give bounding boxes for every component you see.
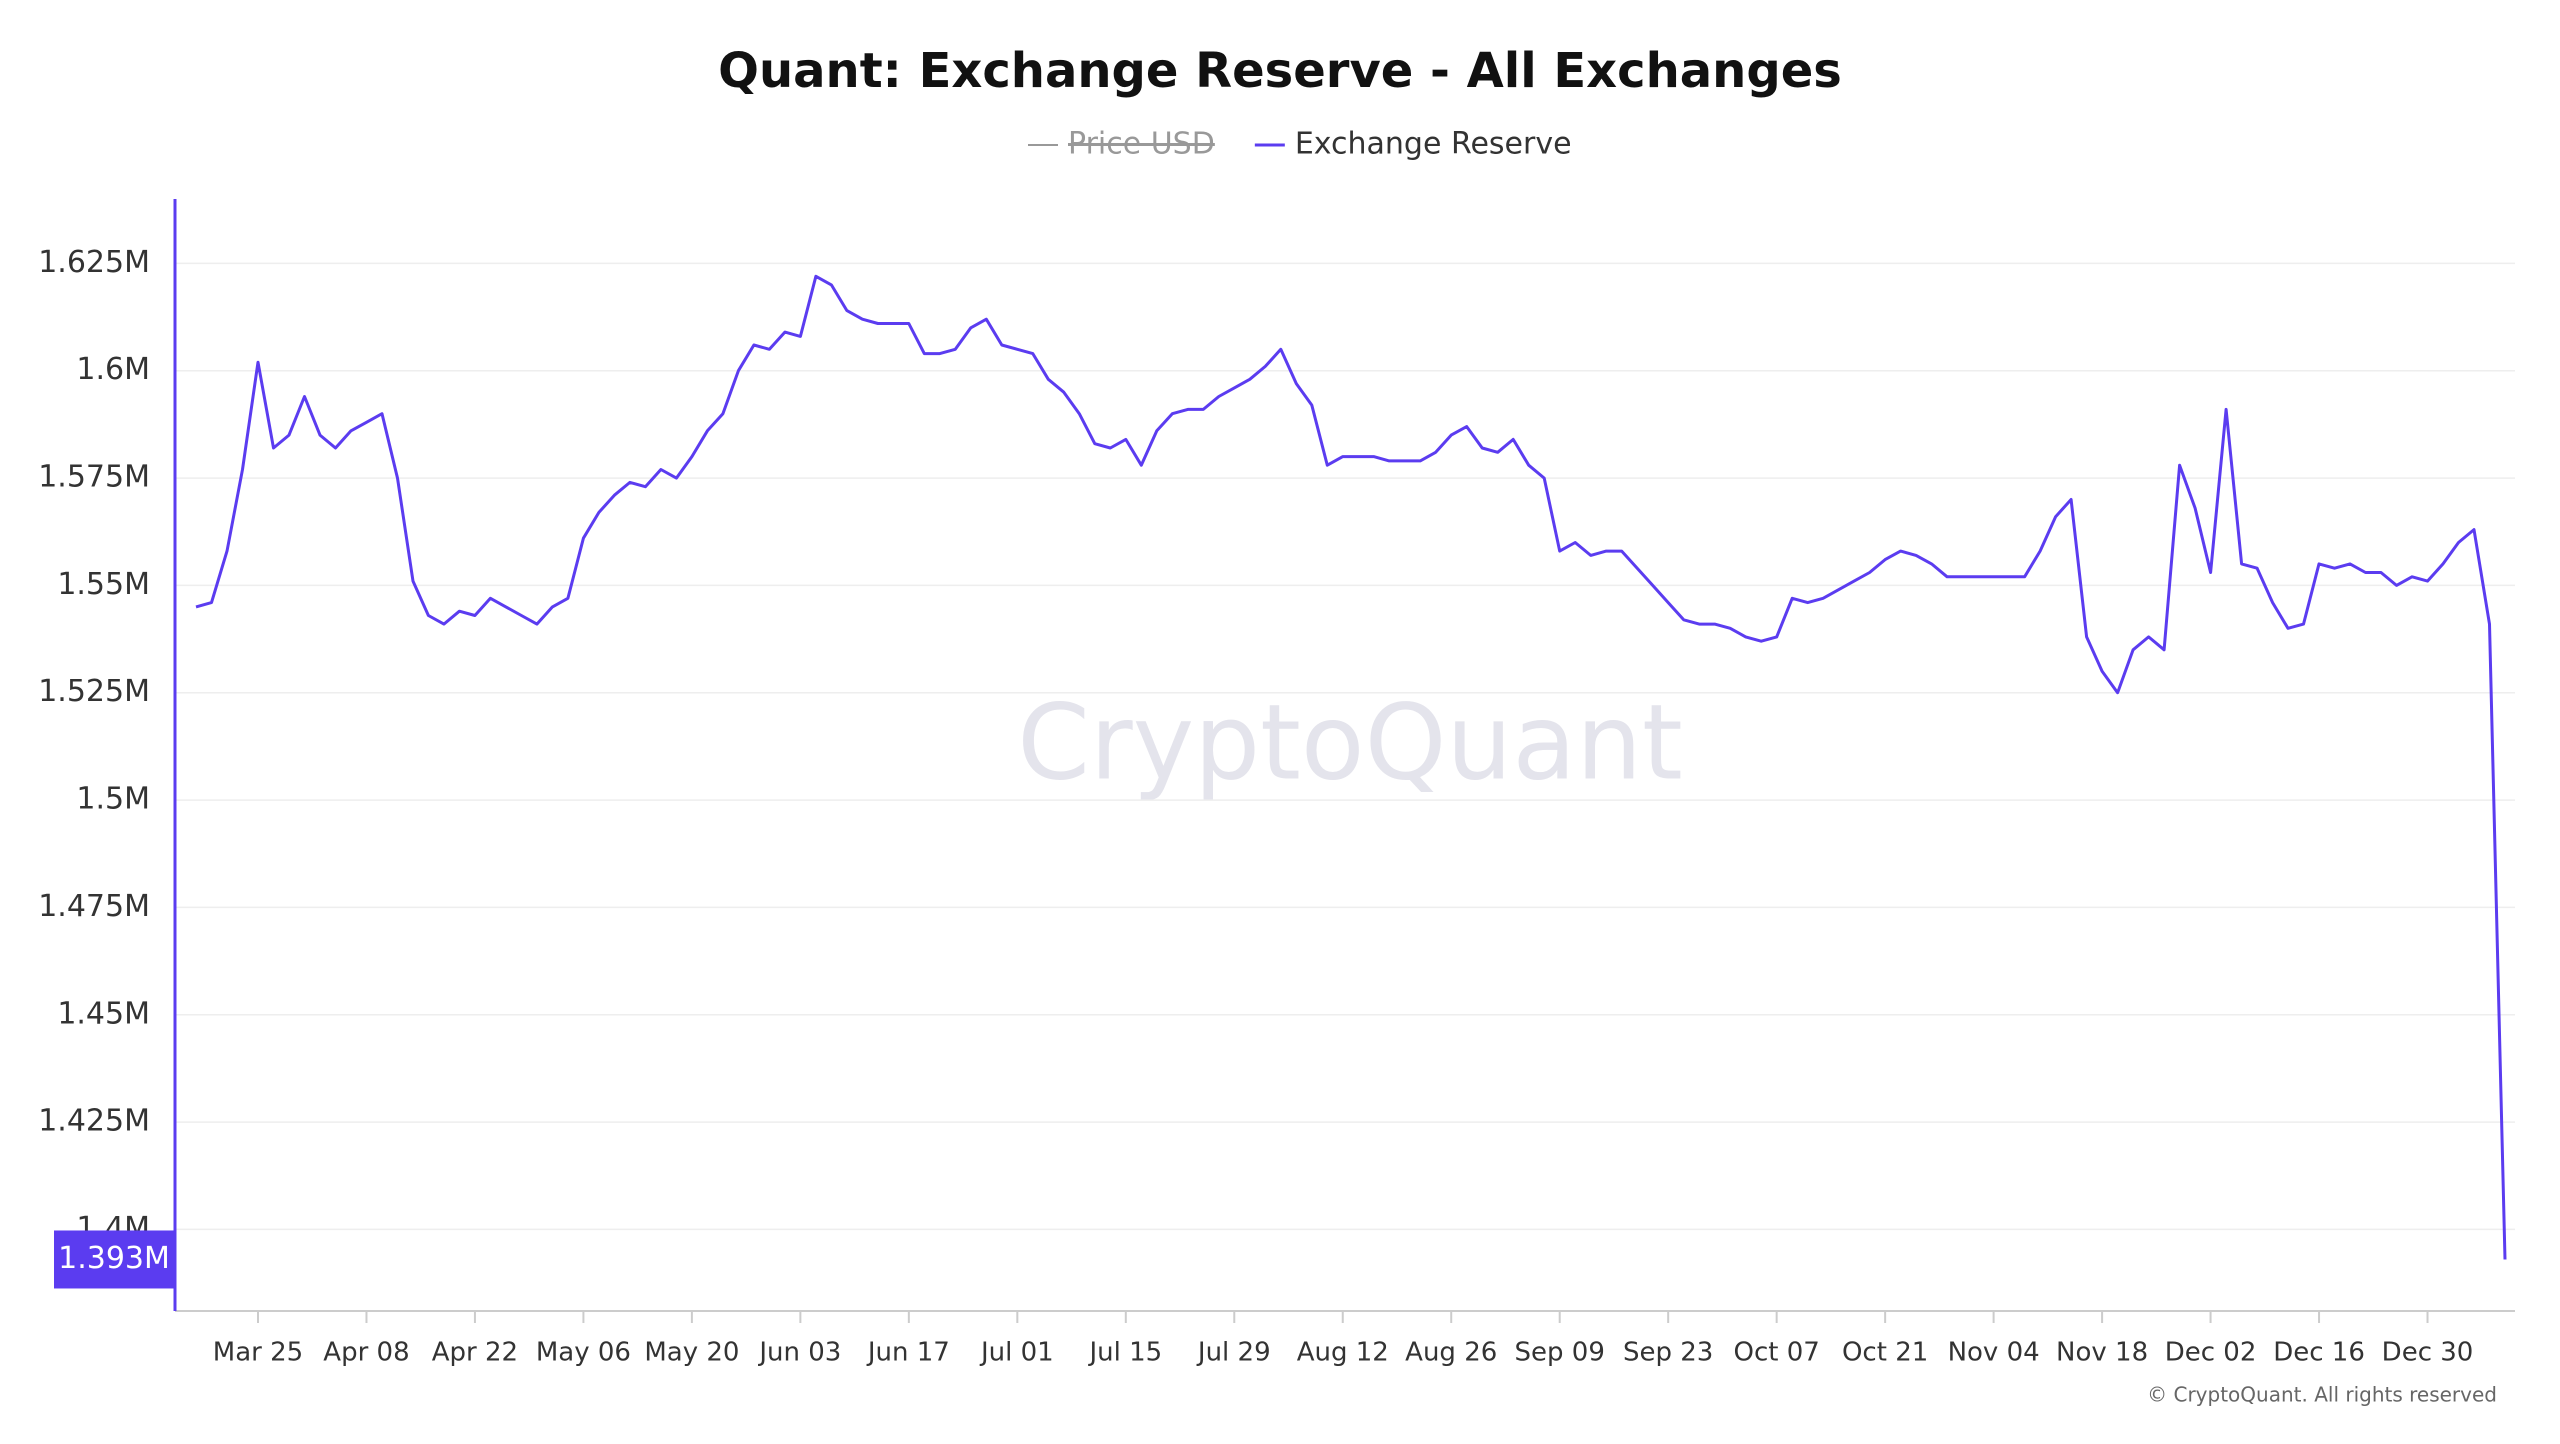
y-tick-label: 1.425M [38,1104,150,1139]
y-tick-label: 1.475M [38,889,150,924]
y-tick-label: 1.5M [76,782,150,817]
chart-title: Quant: Exchange Reserve - All Exchanges [718,43,1842,99]
x-tick-label: Dec 02 [2165,1338,2257,1368]
footer: © CryptoQuant. All rights reserved [2147,1383,2497,1407]
legend-item[interactable]: Price USD [1068,127,1215,162]
y-tick-label: 1.625M [38,245,150,280]
x-tick-label: Aug 26 [1405,1338,1497,1368]
x-tick-label: Jun 03 [757,1338,841,1368]
y-tick-label: 1.6M [76,352,150,387]
x-tick-label: Mar 25 [213,1338,303,1368]
watermark: CryptoQuant [1017,681,1683,803]
x-tick-label: Jul 29 [1196,1338,1271,1368]
series-line [195,274,2507,1260]
x-tick-label: Dec 30 [2382,1338,2474,1368]
y-tick-label: 1.575M [38,460,150,495]
x-tick-label: Apr 22 [432,1338,518,1368]
x-tick-label: Oct 21 [1842,1338,1928,1368]
current-value-box [54,1230,175,1289]
y-tick-label: 1.45M [57,996,150,1031]
x-tick-label: May 20 [644,1338,739,1368]
legend-item[interactable]: Exchange Reserve [1295,127,1572,162]
x-tick-label: Oct 07 [1734,1338,1820,1368]
x-tick-label: May 06 [536,1338,631,1368]
x-tick-label: Sep 23 [1623,1338,1713,1368]
y-tick-label: 1.525M [38,674,150,709]
x-tick-label: Aug 12 [1297,1338,1389,1368]
x-tick-label: Jul 01 [979,1338,1054,1368]
y-tick-label: 1.55M [57,567,150,602]
x-tick-label: Nov 18 [2056,1338,2148,1368]
x-tick-label: Jun 17 [866,1338,950,1368]
x-tick-label: Jul 15 [1087,1338,1162,1368]
x-tick-label: Sep 09 [1515,1338,1605,1368]
current-value-label: 1.393M [58,1241,170,1276]
x-tick-label: Apr 08 [323,1338,409,1368]
x-tick-label: Dec 16 [2273,1338,2365,1368]
x-tick-label: Nov 04 [1948,1338,2040,1368]
